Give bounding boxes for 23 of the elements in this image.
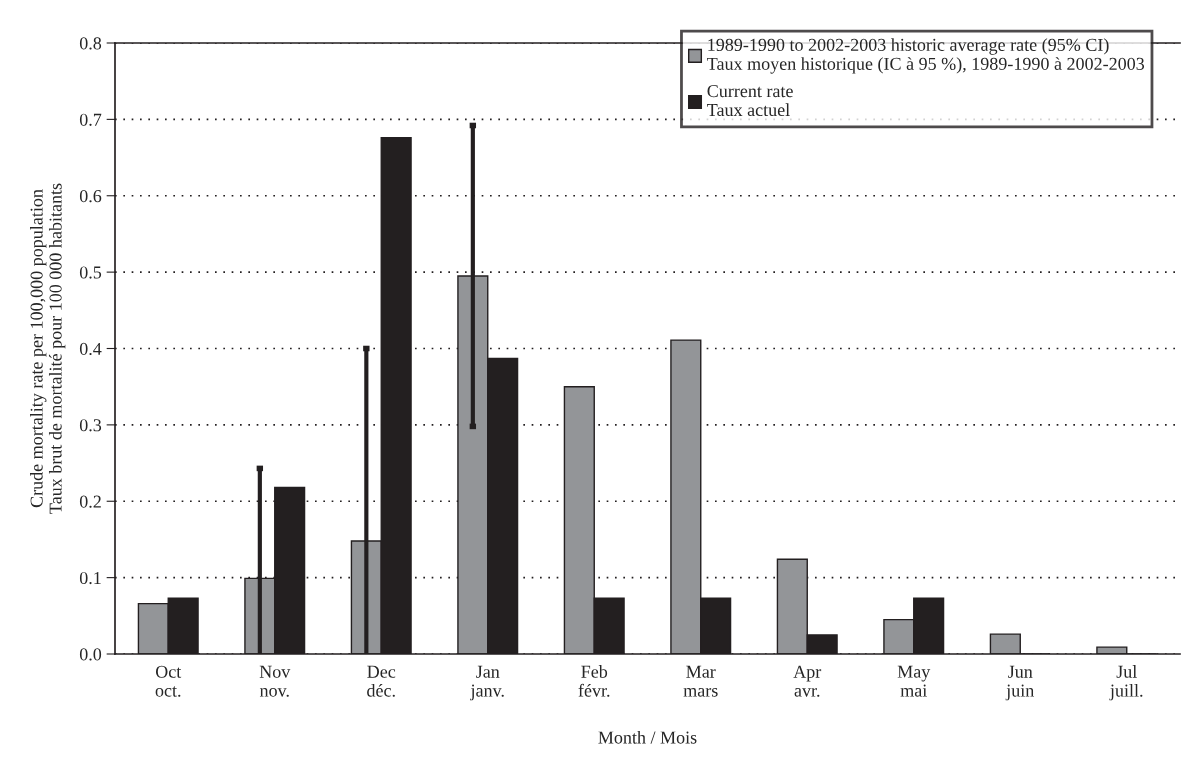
- y-tick-label: 0.8: [79, 37, 102, 50]
- x-tick-label: Oct oct.: [155, 665, 182, 697]
- x-tick-label: Apr avr.: [793, 665, 822, 697]
- x-tick-label: Jan janv.: [470, 665, 504, 701]
- y-axis-title: Crude mortality rate per 100,000 population Taux brut de mortalité pour 100 000 habitants: [30, 183, 66, 514]
- x-tick-label: May mai: [897, 665, 931, 697]
- y-tick-label: 0.6: [79, 190, 102, 203]
- legend-label: 1989-1990 to 2002-2003 historic average rate (95% CI) Taux moyen historique (IC à 95 %), 1989-1990 à 2002-2003: [707, 38, 1145, 74]
- legend-label: Current rate Taux actuel: [707, 85, 793, 117]
- x-tick-label: Nov nov.: [259, 665, 291, 697]
- y-tick-label: 0.7: [79, 113, 102, 126]
- y-tick-label: 0.1: [79, 571, 101, 585]
- x-tick-label: Jul juill.: [1109, 665, 1143, 701]
- y-tick-label: 0.5: [79, 266, 102, 279]
- y-tick-label: 0.3: [79, 419, 102, 432]
- y-tick-label: 0.0: [79, 648, 102, 661]
- y-tick-label: 0.2: [79, 495, 101, 508]
- x-tick-label: Dec déc.: [367, 665, 396, 697]
- x-tick-label: Feb févr.: [578, 665, 610, 697]
- y-tick-label: 0.4: [79, 342, 102, 356]
- x-tick-label: Jun juin: [1005, 665, 1035, 701]
- x-tick-label: Mar mars: [683, 665, 718, 697]
- x-axis-title: Month / Mois: [598, 730, 697, 744]
